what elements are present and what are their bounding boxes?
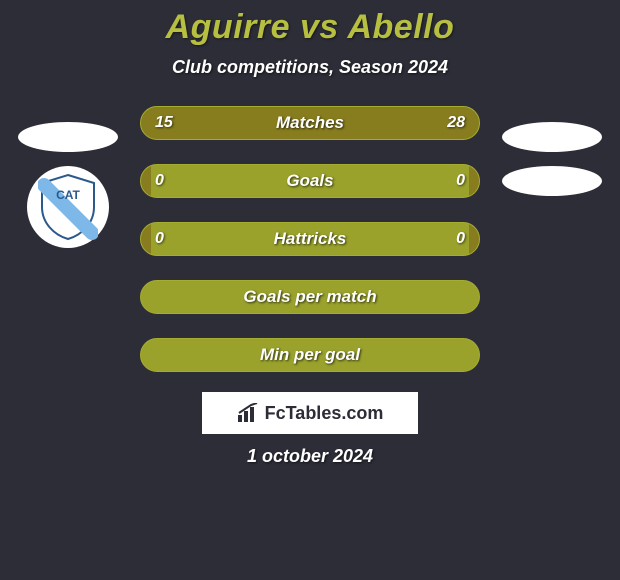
player-placeholder-right-2	[502, 166, 602, 196]
date: 1 october 2024	[0, 446, 620, 467]
value-left: 0	[155, 172, 164, 190]
player-placeholder-left	[18, 122, 118, 152]
stat-label: Goals per match	[243, 287, 376, 307]
stat-row: 15 28 Matches	[140, 106, 480, 140]
value-left: 0	[155, 230, 164, 248]
fill-left	[141, 223, 151, 255]
stat-pill: Min per goal	[140, 338, 480, 372]
left-avatar-column: CAT	[18, 122, 118, 248]
stat-row: 0 0 Hattricks	[140, 222, 480, 256]
stat-label: Min per goal	[260, 345, 360, 365]
shield-icon: CAT	[38, 173, 98, 241]
value-right: 0	[456, 230, 465, 248]
stat-row: Min per goal	[140, 338, 480, 372]
site-logo: FcTables.com	[202, 392, 418, 434]
stat-row: Goals per match	[140, 280, 480, 314]
subtitle: Club competitions, Season 2024	[0, 57, 620, 78]
stat-pill: Goals per match	[140, 280, 480, 314]
fill-right	[469, 223, 479, 255]
value-right: 28	[447, 114, 465, 132]
value-right: 0	[456, 172, 465, 190]
stat-label: Goals	[286, 171, 333, 191]
stat-pill: 0 0 Goals	[140, 164, 480, 198]
value-left: 15	[155, 114, 173, 132]
bars-icon	[237, 403, 261, 423]
title: Aguirre vs Abello	[0, 8, 620, 47]
stat-pill: 0 0 Hattricks	[140, 222, 480, 256]
badge-text: CAT	[56, 188, 80, 202]
stat-pill: 15 28 Matches	[140, 106, 480, 140]
stat-label: Matches	[276, 113, 344, 133]
fill-left	[141, 165, 151, 197]
stat-label: Hattricks	[274, 229, 347, 249]
logo-text: FcTables.com	[265, 403, 384, 424]
stat-row: 0 0 Goals	[140, 164, 480, 198]
right-avatar-column	[502, 122, 602, 196]
fill-right	[469, 165, 479, 197]
player-placeholder-right-1	[502, 122, 602, 152]
club-badge-left: CAT	[27, 166, 109, 248]
